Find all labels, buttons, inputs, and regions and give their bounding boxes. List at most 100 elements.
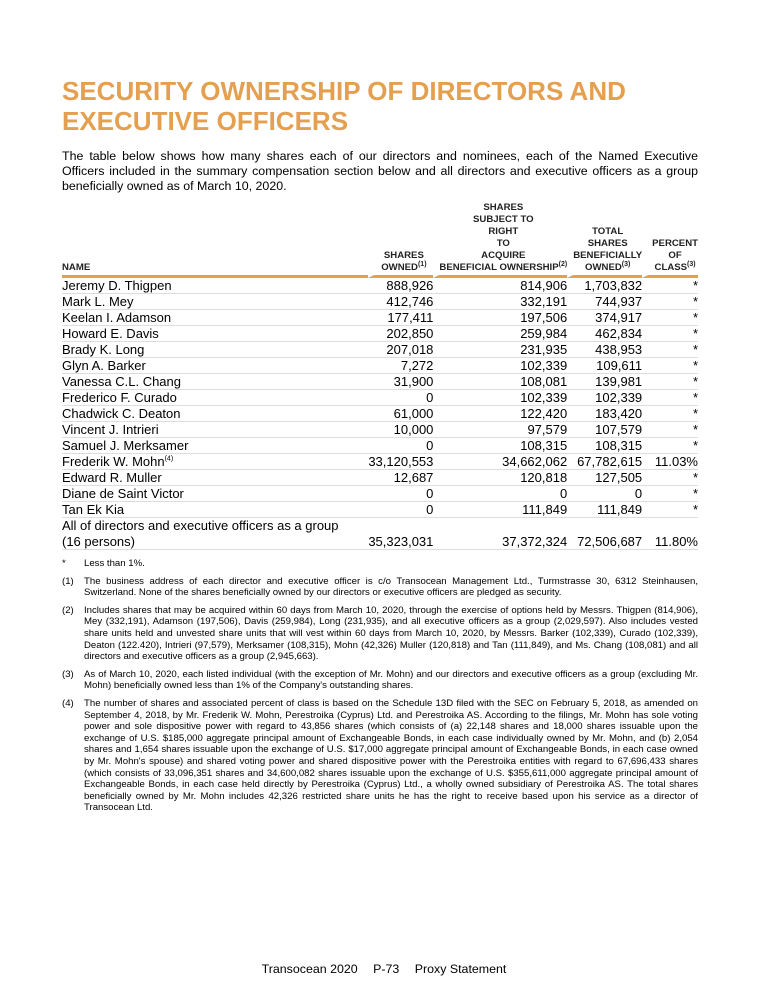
table-row: Mark L. Mey 412,746 332,191 744,937 * — [62, 294, 698, 310]
director-name: Edward R. Muller — [62, 470, 162, 485]
cell-right-to-acquire: 259,984 — [433, 326, 568, 342]
director-name: Jeremy D. Thigpen — [62, 278, 172, 293]
director-name: Tan Ek Kia — [62, 502, 125, 517]
cell-total-shares: 127,505 — [567, 470, 643, 486]
director-name: Chadwick C. Deaton — [62, 406, 181, 421]
cell-name: Mark L. Mey — [62, 294, 369, 310]
intro-paragraph: The table below shows how many shares ea… — [62, 149, 698, 193]
cell-right-to-acquire: 231,935 — [433, 342, 568, 358]
cell-percent-of-class: * — [642, 358, 698, 374]
table-row: Vanessa C.L. Chang 31,900 108,081 139,981 * — [62, 374, 698, 390]
cell-shares-owned: 0 — [368, 502, 434, 518]
footer-page-number: P-73 — [373, 962, 400, 976]
cell-shares-owned: 0 — [368, 486, 434, 502]
cell-shares-owned: 177,411 — [368, 310, 434, 326]
footnote-mark: (3) — [62, 668, 74, 680]
director-name: Diane de Saint Victor — [62, 486, 184, 501]
header-label: SHARES SUBJECT TO RIGHT TO ACQUIRE BENEFICIAL… — [439, 202, 567, 274]
cell-right-to-acquire: 37,372,324 — [433, 518, 568, 550]
cell-right-to-acquire: 102,339 — [433, 390, 568, 406]
cell-total-shares: 72,506,687 — [567, 518, 643, 550]
group-name-line2: (16 persons) — [62, 533, 135, 549]
cell-name: Glyn A. Barker — [62, 358, 369, 374]
cell-percent-of-class: * — [642, 422, 698, 438]
cell-shares-owned: 61,000 — [368, 406, 434, 422]
cell-name: Tan Ek Kia — [62, 502, 369, 518]
cell-right-to-acquire: 122,420 — [433, 406, 568, 422]
page-content: SECURITY OWNERSHIP OF DIRECTORS AND EXEC… — [62, 76, 698, 820]
cell-shares-owned: 7,272 — [368, 358, 434, 374]
table-header-row: NAME SHARES OWNED(1) SHARES SUBJECT TO RIGH… — [62, 202, 698, 278]
footnote: (4) The number of shares and associated p… — [62, 698, 698, 814]
footnote-ref: (1) — [417, 260, 427, 268]
cell-name: Vincent J. Intrieri — [62, 422, 369, 438]
cell-shares-owned: 33,120,553 — [368, 454, 434, 470]
footnotes: * Less than 1%. (1) The business address of… — [62, 558, 698, 814]
cell-total-shares: 109,611 — [567, 358, 643, 374]
header-label-line: ACQUIRE — [481, 250, 526, 261]
header-label-line: RIGHT — [488, 226, 519, 237]
header-label-line: OF — [668, 250, 682, 261]
cell-total-shares: 183,420 — [567, 406, 643, 422]
cell-shares-owned: 0 — [368, 390, 434, 406]
table-row: Edward R. Muller 12,687 120,818 127,505 * — [62, 470, 698, 486]
header-total-shares: TOTAL SHARES BENEFICIALLY OWNED(3) — [567, 202, 643, 278]
footnote-text: The business address of each director an… — [84, 575, 698, 599]
table-row: Frederico F. Curado 0 102,339 102,339 * — [62, 390, 698, 406]
director-name: Howard E. Davis — [62, 326, 159, 341]
cell-total-shares: 102,339 — [567, 390, 643, 406]
director-name: Brady K. Long — [62, 342, 145, 357]
cell-shares-owned: 888,926 — [368, 278, 434, 294]
header-label-line: SHARES — [587, 238, 628, 249]
footnote-mark: (1) — [62, 575, 74, 587]
cell-right-to-acquire: 814,906 — [433, 278, 568, 294]
cell-name: Samuel J. Merksamer — [62, 438, 369, 454]
director-name: Glyn A. Barker — [62, 358, 146, 373]
cell-name: Jeremy D. Thigpen — [62, 278, 369, 294]
header-right-to-acquire: SHARES SUBJECT TO RIGHT TO ACQUIRE BENEFICIAL… — [433, 202, 568, 278]
footnote-ref: (4) — [164, 455, 174, 463]
cell-shares-owned: 202,850 — [368, 326, 434, 342]
table-row: Howard E. Davis 202,850 259,984 462,834 * — [62, 326, 698, 342]
footnote-ref: (3) — [621, 260, 631, 268]
cell-right-to-acquire: 108,081 — [433, 374, 568, 390]
cell-total-shares: 139,981 — [567, 374, 643, 390]
cell-shares-owned: 0 — [368, 438, 434, 454]
cell-percent-of-class: * — [642, 374, 698, 390]
director-name: Samuel J. Merksamer — [62, 438, 189, 453]
header-label-line: SHARES — [383, 250, 424, 261]
page-footer: Transocean 2020 P-73 Proxy Statement — [0, 962, 768, 976]
header-shares-owned: SHARES OWNED(1) — [368, 202, 434, 278]
table-row: Vincent J. Intrieri 10,000 97,579 107,579 * — [62, 422, 698, 438]
cell-name: Frederico F. Curado — [62, 390, 369, 406]
ownership-table: NAME SHARES OWNED(1) SHARES SUBJECT TO RIGH… — [62, 202, 698, 550]
header-label-line: BENEFICIALLY — [573, 250, 643, 261]
cell-name: Howard E. Davis — [62, 326, 369, 342]
footnote: (3) As of March 10, 2020, each listed ind… — [62, 669, 698, 692]
director-name: Vincent J. Intrieri — [62, 422, 159, 437]
header-label-line: SUBJECT TO — [473, 214, 534, 225]
footnote-text: As of March 10, 2020, each listed indivi… — [84, 668, 698, 692]
header-percent-of-class: PERCENT OF CLASS(3) — [642, 202, 698, 278]
table-row: Diane de Saint Victor 0 0 0 * — [62, 486, 698, 502]
footnote: * Less than 1%. — [62, 558, 698, 570]
cell-name: All of directors and executive officers … — [62, 518, 369, 550]
footnote-mark: * — [62, 558, 66, 569]
cell-percent-of-class: 11.80% — [642, 518, 698, 550]
table-row-group-total: All of directors and executive officers … — [62, 518, 698, 550]
cell-percent-of-class: * — [642, 294, 698, 310]
cell-name: Vanessa C.L. Chang — [62, 374, 369, 390]
cell-name: Edward R. Muller — [62, 470, 369, 486]
cell-percent-of-class: * — [642, 438, 698, 454]
header-label: PERCENT OF CLASS(3) — [652, 238, 698, 274]
director-name: Mark L. Mey — [62, 294, 134, 309]
footnote-text: Includes shares that may be acquired wit… — [84, 604, 698, 663]
footnote-text: The number of shares and associated perc… — [84, 697, 698, 814]
table-row: Frederik W. Mohn(4) 33,120,553 34,662,062 6… — [62, 454, 698, 470]
cell-shares-owned: 31,900 — [368, 374, 434, 390]
header-label: NAME — [62, 262, 91, 273]
cell-percent-of-class: * — [642, 278, 698, 294]
cell-percent-of-class: * — [642, 310, 698, 326]
cell-total-shares: 107,579 — [567, 422, 643, 438]
cell-name: Chadwick C. Deaton — [62, 406, 369, 422]
